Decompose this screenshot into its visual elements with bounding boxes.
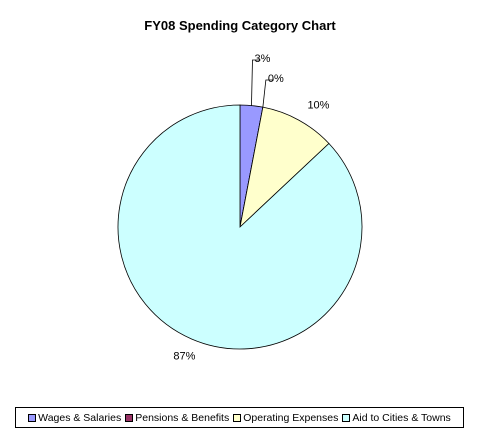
leader-line-pensions-and-benefits — [262, 79, 274, 108]
legend-swatch-pensions-and-benefits — [125, 413, 134, 422]
leader-line-wages-and-salaries — [251, 59, 261, 106]
legend-swatch-operating-expenses — [233, 413, 242, 422]
chart-title: FY08 Spending Category Chart — [144, 18, 336, 33]
slice-label-aid-to-cities-and-towns: 87% — [173, 350, 195, 362]
pie-slice-aid-to-cities-and-towns — [117, 104, 363, 350]
legend-item-aid-to-cities-and-towns: Aid to Cities & Towns — [342, 411, 451, 424]
legend-label-operating-expenses: Operating Expenses — [243, 411, 339, 424]
slice-label-pensions-and-benefits: 0% — [268, 73, 284, 85]
pie-slice-operating-expenses — [239, 106, 330, 229]
legend-item-operating-expenses: Operating Expenses — [233, 412, 338, 424]
legend-label-wages-and-salaries: Wages & Salaries — [38, 411, 122, 424]
slice-label-wages-and-salaries: 3% — [254, 53, 270, 65]
legend-item-pensions-and-benefits: Pensions & Benefits — [125, 412, 229, 424]
legend-label-aid-to-cities-and-towns: Aid to Cities & Towns — [352, 411, 451, 424]
legend-swatch-aid-to-cities-and-towns — [342, 413, 351, 422]
legend-swatch-wages-and-salaries — [28, 413, 37, 422]
legend-label-pensions-and-benefits: Pensions & Benefits — [135, 411, 230, 424]
slice-label-operating-expenses: 10% — [307, 99, 329, 111]
legend: Wages & Salaries Pensions & Benefits Opera… — [15, 407, 464, 428]
legend-item-wages-and-salaries: Wages & Salaries — [28, 412, 121, 424]
